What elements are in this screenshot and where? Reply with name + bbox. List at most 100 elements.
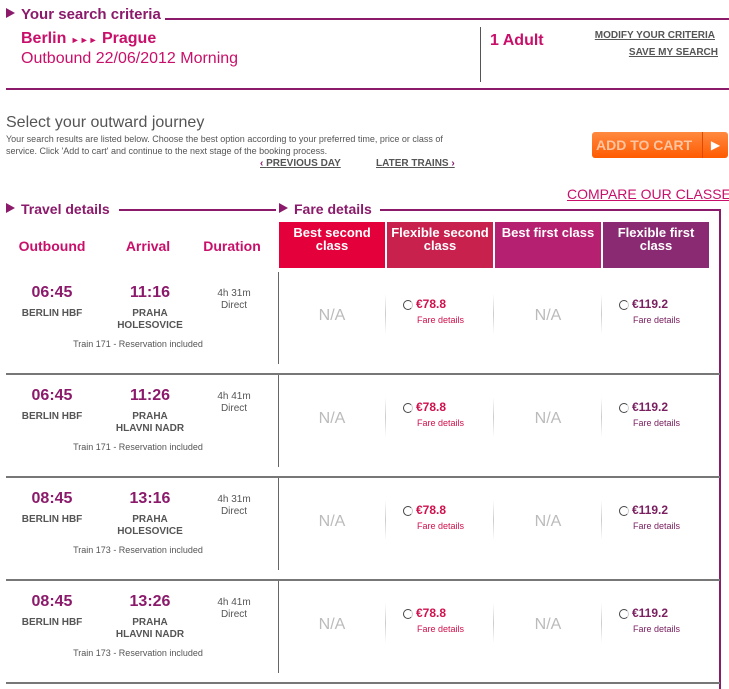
right-border (719, 209, 721, 689)
departure-station: BERLIN HBF (21, 514, 83, 525)
divider (493, 294, 494, 334)
journey-row: 08:45 13:26 BERLIN HBF PRAHA HLAVNI NADR… (6, 581, 720, 684)
divider (601, 500, 602, 540)
modify-criteria-link[interactable]: MODIFY YOUR CRITERIA (594, 30, 715, 41)
divider (380, 209, 721, 211)
compare-classes-link[interactable]: COMPARE OUR CLASSES (567, 186, 729, 202)
fare-class-header: Flexible second class (387, 222, 493, 268)
divider (601, 397, 602, 437)
departure-time: 08:45 (31, 593, 73, 610)
travel-details-heading: Travel details (6, 201, 110, 217)
duration: 4h 41m (217, 391, 251, 402)
fare-radio[interactable] (619, 300, 629, 310)
divider (278, 375, 279, 467)
add-to-cart-button[interactable]: ADD TO CART ▶ (592, 132, 728, 158)
divider (6, 88, 729, 90)
passengers: 1 Adult (490, 32, 544, 49)
save-search-link[interactable]: SAVE MY SEARCH (628, 47, 718, 58)
departure-time: 08:45 (31, 490, 73, 507)
triangle-icon (279, 203, 288, 213)
origin: Berlin (21, 30, 67, 47)
fare-unavailable: N/A (318, 307, 346, 324)
previous-day-link[interactable]: ‹ PREVIOUS DAY (260, 158, 341, 169)
connection-type: Direct (220, 506, 248, 517)
destination: Prague (101, 30, 157, 47)
train-info: Train 173 - Reservation included (73, 648, 203, 658)
arrival-station: PRAHA HLAVNI NADR (115, 411, 185, 434)
arrival-time: 11:16 (129, 284, 171, 301)
fare-unavailable: N/A (534, 410, 562, 427)
departure-station: BERLIN HBF (21, 308, 83, 319)
journey-row: 08:45 13:16 BERLIN HBF PRAHA HOLESOVICE … (6, 478, 720, 581)
fare-radio[interactable] (619, 609, 629, 619)
fare-unavailable: N/A (534, 307, 562, 324)
heading-text: Fare details (294, 201, 372, 217)
fare-class-header: Best first class (495, 222, 601, 268)
fare-details-link[interactable]: Fare details (417, 315, 465, 325)
fare-unavailable: N/A (534, 513, 562, 530)
fare-price: €78.8 (416, 297, 447, 311)
col-duration: Duration (203, 238, 261, 254)
fare-radio[interactable] (403, 403, 413, 413)
fare-price: €78.8 (416, 606, 447, 620)
fare-unavailable: N/A (318, 616, 346, 633)
fare-price: €119.2 (632, 400, 669, 414)
connection-type: Direct (220, 300, 248, 311)
fare-details-link[interactable]: Fare details (633, 418, 681, 428)
fare-details-link[interactable]: Fare details (633, 315, 681, 325)
duration: 4h 41m (217, 597, 251, 608)
train-info: Train 173 - Reservation included (73, 545, 203, 555)
departure-time: 06:45 (31, 387, 73, 404)
heading-text: Travel details (21, 201, 110, 217)
fare-radio[interactable] (403, 506, 413, 516)
arrival-time: 13:26 (129, 593, 171, 610)
fare-unavailable: N/A (534, 616, 562, 633)
fare-radio[interactable] (403, 300, 413, 310)
arrival-time: 13:16 (129, 490, 171, 507)
link-text: LATER TRAINS (376, 158, 449, 169)
journey-row: 06:45 11:16 BERLIN HBF PRAHA HOLESOVICE … (6, 272, 720, 375)
search-criteria-heading: Your search criteria (6, 7, 161, 23)
journey-description: Your search results are listed below. Ch… (6, 134, 443, 156)
col-arrival: Arrival (125, 238, 171, 254)
divider (601, 603, 602, 643)
departure-station: BERLIN HBF (21, 617, 83, 628)
train-info: Train 171 - Reservation included (73, 442, 203, 452)
divider (165, 18, 729, 20)
fare-radio[interactable] (619, 506, 629, 516)
train-info: Train 171 - Reservation included (73, 339, 203, 349)
duration: 4h 31m (217, 494, 251, 505)
divider (385, 397, 386, 437)
later-trains-link[interactable]: LATER TRAINS › (376, 158, 455, 169)
fare-price: €78.8 (416, 503, 447, 517)
fare-radio[interactable] (403, 609, 413, 619)
divider (119, 209, 276, 211)
fare-details-link[interactable]: Fare details (633, 521, 681, 531)
divider (385, 294, 386, 334)
link-text: PREVIOUS DAY (266, 158, 341, 169)
outbound-date: Outbound 22/06/2012 Morning (21, 50, 239, 67)
fare-details-heading: Fare details (279, 201, 372, 217)
divider (480, 27, 481, 82)
arrival-station: PRAHA HOLESOVICE (117, 308, 183, 331)
divider (493, 500, 494, 540)
fare-details-link[interactable]: Fare details (417, 521, 465, 531)
divider (385, 500, 386, 540)
departure-station: BERLIN HBF (21, 411, 83, 422)
divider (385, 603, 386, 643)
fare-price: €78.8 (416, 400, 447, 414)
heading-text: Your search criteria (21, 6, 161, 23)
fare-details-link[interactable]: Fare details (633, 624, 681, 634)
fare-details-link[interactable]: Fare details (417, 624, 465, 634)
divider (278, 478, 279, 570)
route: Berlin ►►► Prague (21, 30, 156, 49)
fare-price: €119.2 (632, 606, 669, 620)
col-outbound: Outbound (18, 238, 86, 254)
divider (493, 397, 494, 437)
duration: 4h 31m (217, 288, 251, 299)
fare-price: €119.2 (632, 297, 669, 311)
fare-details-link[interactable]: Fare details (417, 418, 465, 428)
fare-radio[interactable] (619, 403, 629, 413)
connection-type: Direct (220, 609, 248, 620)
journey-title: Select your outward journey (6, 114, 205, 131)
